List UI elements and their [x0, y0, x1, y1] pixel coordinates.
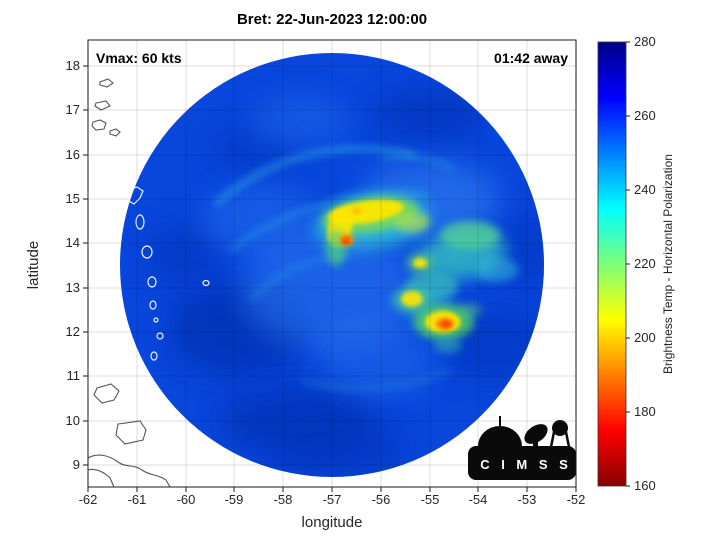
colorbar-tick-label: 280: [634, 34, 656, 49]
x-tick-label: -52: [567, 492, 586, 507]
radome-dome-icon: [478, 426, 522, 446]
x-tick-labels: -62 -61 -60 -59 -58 -57 -56 -55 -54 -53 …: [79, 492, 586, 507]
figure-title: Bret: 22-Jun-2023 12:00:00: [237, 11, 427, 28]
y-tick-label: 9: [73, 457, 80, 472]
x-tick-label: -59: [225, 492, 244, 507]
y-axis-label: latitude: [25, 241, 42, 289]
colorbar: 280 260 240 220 200 180 160 Brightness T…: [597, 34, 675, 493]
cimss-logo-text: C I M S S: [480, 457, 572, 472]
x-axis-label: longitude: [302, 514, 363, 531]
y-tick-label: 18: [66, 58, 80, 73]
x-tick-label: -53: [518, 492, 537, 507]
x-tick-label: -54: [469, 492, 488, 507]
x-tick-label: -62: [79, 492, 98, 507]
colorbar-label: Brightness Temp - Horizontal Polarizatio…: [661, 154, 675, 374]
colorbar-tick-labels: 280 260 240 220 200 180 160: [634, 34, 656, 493]
x-tick-label: -58: [274, 492, 293, 507]
colorbar-tick-label: 240: [634, 182, 656, 197]
x-tick-label: -57: [323, 492, 342, 507]
y-tick-label: 16: [66, 147, 80, 162]
x-tick-label: -61: [128, 492, 147, 507]
x-tick-label: -56: [372, 492, 391, 507]
y-tick-label: 13: [66, 280, 80, 295]
colorbar-gradient: [597, 41, 627, 487]
y-tick-label: 10: [66, 413, 80, 428]
y-tick-label: 12: [66, 324, 80, 339]
y-tick-label: 11: [67, 368, 81, 383]
colorbar-tick-label: 200: [634, 330, 656, 345]
y-tick-label: 14: [66, 235, 80, 250]
cimss-logo: C I M S S: [468, 416, 576, 480]
y-tick-labels: 18 17 16 15 14 13 12 11 10 9: [66, 58, 80, 472]
colorbar-tick-label: 260: [634, 108, 656, 123]
coastline-outside-swath: [87, 78, 171, 488]
brightness-temp-field: [120, 53, 544, 477]
axis-tick-marks: [83, 65, 577, 492]
grid-lines: [88, 40, 576, 487]
water-tower-icon: [549, 420, 571, 448]
x-tick-label: -60: [177, 492, 196, 507]
colorbar-tick-label: 160: [634, 478, 656, 493]
y-tick-label: 15: [66, 191, 80, 206]
satellite-dish-icon: [524, 424, 548, 448]
time-away-label: 01:42 away: [494, 50, 568, 66]
colorbar-tick-label: 220: [634, 256, 656, 271]
vmax-label: Vmax: 60 kts: [96, 50, 182, 66]
colorbar-tick-label: 180: [634, 404, 656, 419]
colorbar-tick-marks: [626, 41, 630, 487]
logo-banner: [468, 446, 576, 480]
x-tick-label: -55: [421, 492, 440, 507]
y-tick-label: 17: [66, 102, 80, 117]
